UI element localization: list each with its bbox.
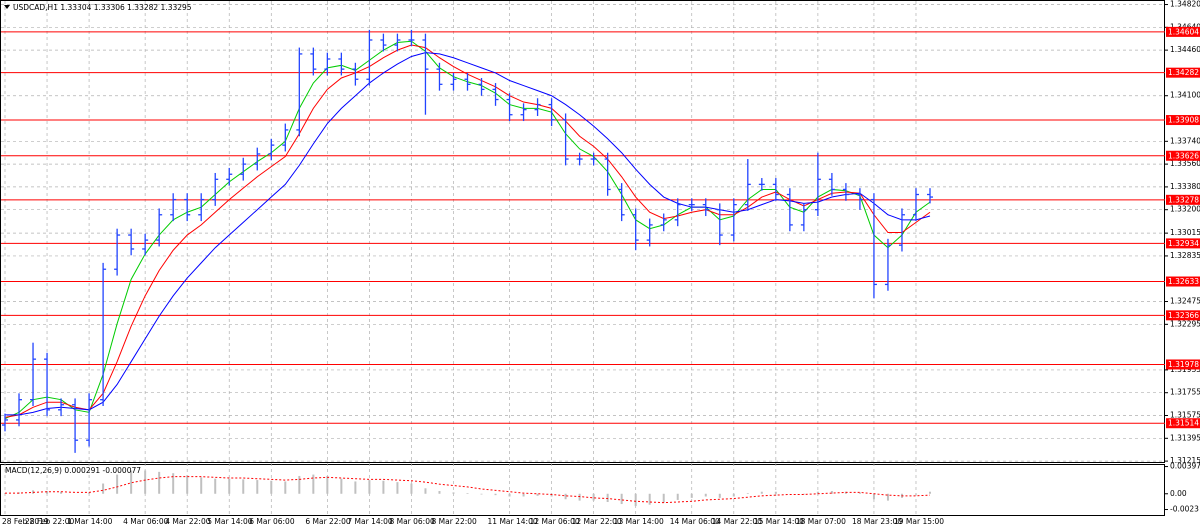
x-tick-label: 8 Mar 06:00 <box>389 517 435 526</box>
x-tick-label: 28 Feb 2019 <box>2 517 49 526</box>
y-tick-label: -0.0023 <box>1170 505 1199 514</box>
level-label: 1.32633 <box>1168 277 1199 286</box>
y-tick-label: 1.33740 <box>1170 136 1200 145</box>
x-tick-label: 12 Mar 06:00 <box>530 517 580 526</box>
x-tick-label: 4 Mar 22:00 <box>165 517 211 526</box>
macd-title: MACD(12,26,9) 0.000291 -0.000077 <box>5 466 141 475</box>
x-tick-label: 6 Mar 06:00 <box>249 517 295 526</box>
macd-signal <box>5 476 931 504</box>
main-frame <box>0 0 1165 463</box>
y-tick-label: 1.34100 <box>1170 91 1200 100</box>
x-tick-label: 18 Mar 07:00 <box>796 517 846 526</box>
grid-layer <box>1 1 1165 515</box>
macd-frame <box>0 464 1165 516</box>
y-tick-label: 1.32475 <box>1170 297 1200 306</box>
y-tick-label: 0.003973 <box>1170 462 1200 471</box>
y-tick-label: 0.00 <box>1170 489 1187 498</box>
x-tick-label: 4 Mar 06:00 <box>123 517 169 526</box>
level-label-box <box>1166 276 1200 287</box>
x-tick-label: 1 Mar 14:00 <box>67 517 113 526</box>
y-tick-label: 1.34640 <box>1170 22 1200 31</box>
chart-title: USDCAD,H1 1.33304 1.33306 1.33282 1.3329… <box>13 3 192 12</box>
x-tick-label: 12 Mar 22:00 <box>572 517 622 526</box>
y-tick-label: 1.34460 <box>1170 45 1200 54</box>
level-label-box <box>1166 238 1200 249</box>
y-tick-label: 1.32295 <box>1170 319 1200 328</box>
x-tick-label: 18 Mar 23:00 <box>852 517 902 526</box>
marks-layer <box>1 29 1165 507</box>
menu-icon <box>4 5 10 9</box>
x-tick-label: 14 Mar 06:00 <box>670 517 720 526</box>
y-tick-label: 1.31215 <box>1170 456 1200 465</box>
level-label: 1.32934 <box>1168 239 1199 248</box>
x-tick-label: 14 Mar 22:00 <box>712 517 762 526</box>
level-label-box <box>1166 359 1200 370</box>
x-tick-label: 8 Mar 22:00 <box>431 517 477 526</box>
x-tick-label: 13 Mar 14:00 <box>614 517 664 526</box>
y-tick-label: 1.33015 <box>1170 228 1200 237</box>
y-tick-label: 1.34820 <box>1170 0 1200 9</box>
level-label-box <box>1166 310 1200 321</box>
level-label-box <box>1166 194 1200 205</box>
x-tick-label: 15 Mar 14:00 <box>754 517 804 526</box>
level-label: 1.31978 <box>1168 360 1199 369</box>
level-label: 1.34604 <box>1168 27 1199 36</box>
level-label: 1.34282 <box>1168 68 1199 77</box>
x-tick-label: 11 Mar 14:00 <box>488 517 538 526</box>
level-label-box <box>1166 115 1200 126</box>
x-tick-label: 6 Mar 22:00 <box>305 517 351 526</box>
level-label-box <box>1166 67 1200 78</box>
y-tick-label: 1.33380 <box>1170 182 1200 191</box>
level-label-box <box>1166 418 1200 429</box>
x-tick-label: 19 Mar 15:00 <box>894 517 944 526</box>
level-label: 1.33626 <box>1168 151 1199 160</box>
y-tick-label: 1.31575 <box>1170 411 1200 420</box>
y-tick-label: 1.32835 <box>1170 251 1200 260</box>
x-tick-label: 7 Mar 14:00 <box>347 517 393 526</box>
level-label: 1.33278 <box>1168 195 1199 204</box>
level-label-box <box>1166 26 1200 37</box>
y-tick-label: 1.31755 <box>1170 388 1200 397</box>
level-label: 1.33908 <box>1168 116 1199 125</box>
x-tick-label: 5 Mar 14:00 <box>207 517 253 526</box>
level-label-box <box>1166 150 1200 161</box>
y-tick-label: 1.33200 <box>1170 205 1200 214</box>
y-tick-label: 1.33560 <box>1170 159 1200 168</box>
x-tick-label: 28 Feb 22:00 <box>25 517 74 526</box>
y-tick-label: 1.31395 <box>1170 433 1200 442</box>
level-label: 1.32366 <box>1168 311 1199 320</box>
level-label: 1.31514 <box>1168 419 1199 428</box>
